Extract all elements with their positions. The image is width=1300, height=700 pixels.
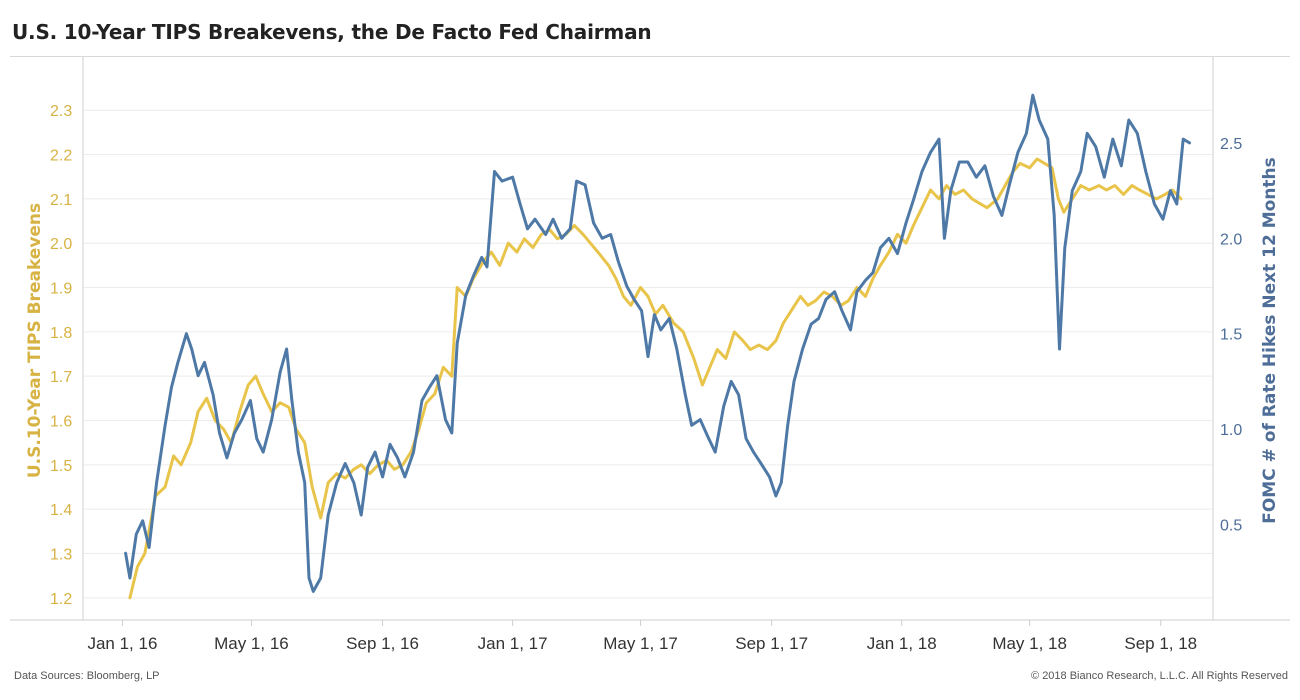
- x-axis-tick-label: Jan 1, 17: [478, 634, 548, 653]
- left-axis-tick-label: 1.4: [50, 502, 72, 519]
- left-axis-tick-label: 1.5: [50, 458, 72, 475]
- x-axis-tick-label: May 1, 16: [214, 634, 289, 653]
- right-axis-tick-label: 1.5: [1220, 327, 1242, 344]
- axes: [10, 57, 1290, 626]
- right-axis-tick-label: 0.5: [1220, 518, 1242, 535]
- left-axis-tick-label: 1.9: [50, 281, 72, 298]
- right-axis-tick-label: 2.5: [1220, 136, 1242, 153]
- fomc-hikes-series-line: [124, 93, 1191, 593]
- left-axis-title: U.S.10-Year TIPS Breakevens: [25, 203, 45, 478]
- axis-labels: 1.2 1.3 1.4 1.5 1.6 1.7 1.8 1.9 2.0 2.1 2.2 2.3 0.5 1…: [25, 103, 1280, 653]
- left-axis-tick-label: 2.2: [50, 148, 72, 165]
- left-axis-tick-label: 1.6: [50, 414, 72, 431]
- left-axis-tick-label: 1.3: [50, 547, 72, 564]
- left-axis-tick-label: 2.3: [50, 103, 72, 120]
- x-axis-tick-label: Sep 1, 16: [346, 634, 419, 653]
- left-axis-tick-label: 2.0: [50, 236, 72, 253]
- x-axis-tick-label: Jan 1, 18: [867, 634, 937, 653]
- right-axis-title: FOMC # of Rate Hikes Next 12 Months: [1260, 157, 1280, 524]
- left-axis-tick-label: 1.8: [50, 325, 72, 342]
- copyright-note: © 2018 Bianco Research, L.L.C. All Right…: [1031, 670, 1288, 682]
- left-axis-tick-label: 2.1: [50, 192, 72, 209]
- left-axis-tick-label: 1.7: [50, 369, 72, 386]
- breakevens-series-line: [128, 157, 1183, 600]
- x-axis-tick-label: May 1, 17: [603, 634, 678, 653]
- title-divider: [10, 56, 1290, 57]
- data-source-note: Data Sources: Bloomberg, LP: [14, 670, 160, 682]
- chart-title: U.S. 10-Year TIPS Breakevens, the De Fac…: [12, 20, 652, 44]
- x-axis-tick-label: Sep 1, 18: [1124, 634, 1197, 653]
- x-axis-tick-label: May 1, 18: [992, 634, 1067, 653]
- left-axis-tick-label: 1.2: [50, 591, 72, 608]
- x-axis-tick-label: Jan 1, 16: [87, 634, 157, 653]
- x-axis-tick-label: Sep 1, 17: [735, 634, 808, 653]
- gridlines: [83, 109, 1213, 599]
- right-axis-tick-label: 1.0: [1220, 422, 1242, 439]
- series-lines: [124, 93, 1191, 600]
- right-axis-tick-label: 2.0: [1220, 231, 1242, 248]
